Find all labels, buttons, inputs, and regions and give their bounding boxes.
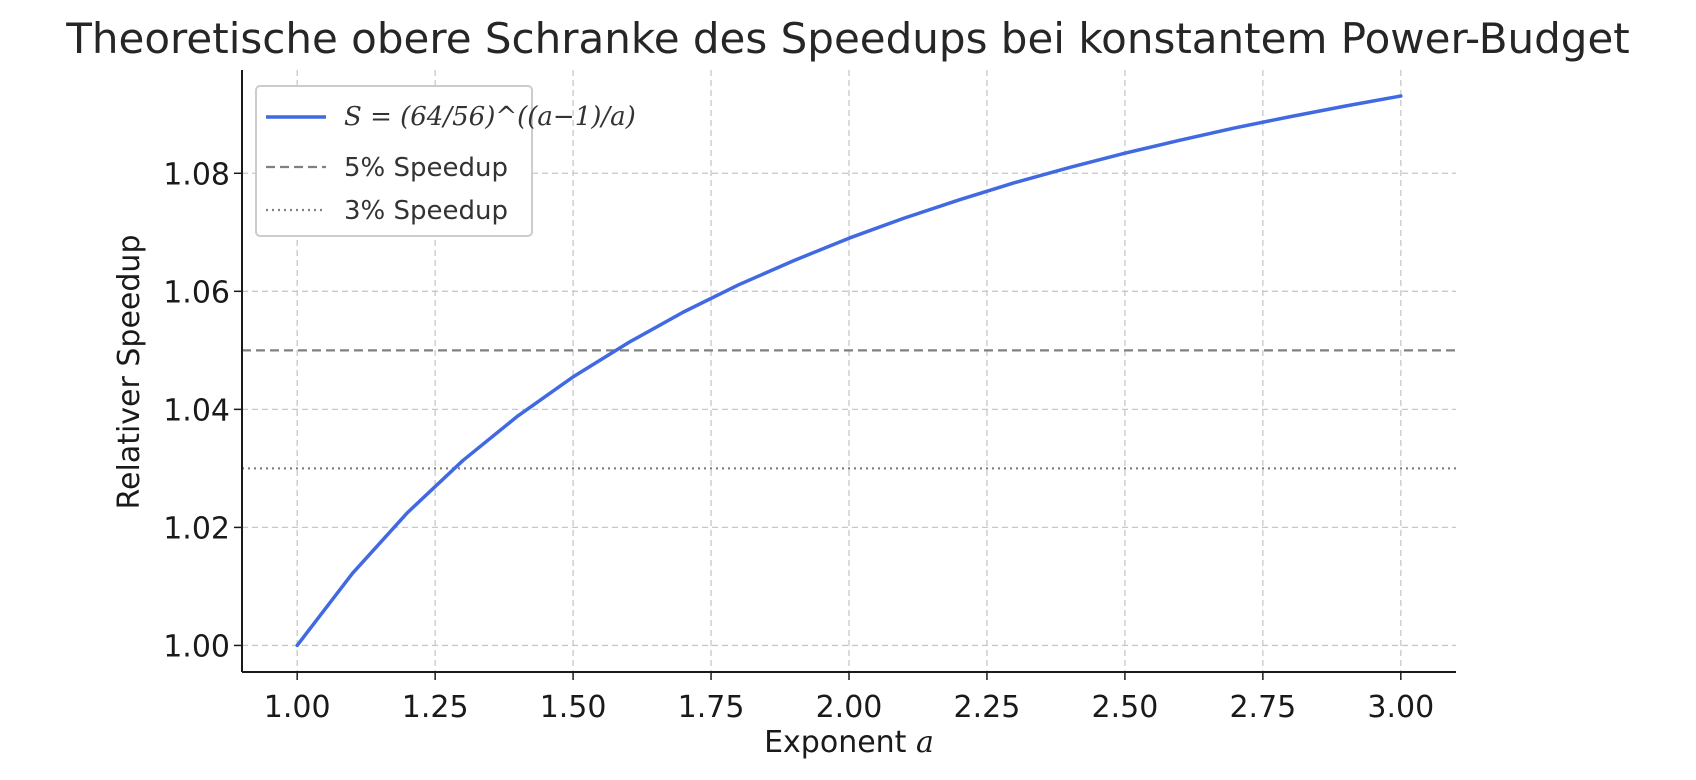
x-tick-label: 2.25 [954, 690, 1021, 725]
x-tick-label: 2.00 [816, 690, 883, 725]
series-line-speedup [295, 94, 1403, 648]
x-tick-label: 2.50 [1092, 690, 1159, 725]
x-tick-label: 1.25 [402, 690, 469, 725]
reference-lines [242, 349, 1456, 470]
y-tick-label: 1.08 [163, 157, 230, 192]
y-tick-label: 1.06 [163, 275, 230, 310]
x-tick-label: 2.75 [1229, 690, 1296, 725]
x-tick-label: 3.00 [1367, 690, 1434, 725]
x-tick-label: 1.50 [540, 690, 607, 725]
legend-entry-5pct: 5% Speedup [344, 153, 508, 183]
x-tick-label: 1.00 [264, 690, 331, 725]
y-axis-label: Relativer Speedup [112, 235, 147, 510]
y-tick-label: 1.00 [163, 629, 230, 664]
legend-box [255, 85, 533, 237]
legend: S = (64/56)^((a−1)/a) 5% Speedup 3% Spee… [255, 85, 636, 237]
y-ticks: 1.00 1.02 1.04 1.06 1.08 [163, 157, 242, 664]
series-layer [295, 94, 1403, 648]
legend-entry-3pct: 3% Speedup [344, 196, 508, 226]
x-axis-label: Exponent a [764, 725, 934, 760]
y-tick-label: 1.04 [163, 393, 230, 428]
x-ticks: 1.00 1.25 1.50 1.75 2.00 2.25 2.50 2.75 3.00 [264, 672, 1434, 725]
x-tick-label: 1.75 [678, 690, 745, 725]
chart-title: Theoretische obere Schranke des Speedups… [65, 14, 1630, 63]
legend-entry-series: S = (64/56)^((a−1)/a) [344, 102, 636, 132]
y-tick-label: 1.02 [163, 511, 230, 546]
